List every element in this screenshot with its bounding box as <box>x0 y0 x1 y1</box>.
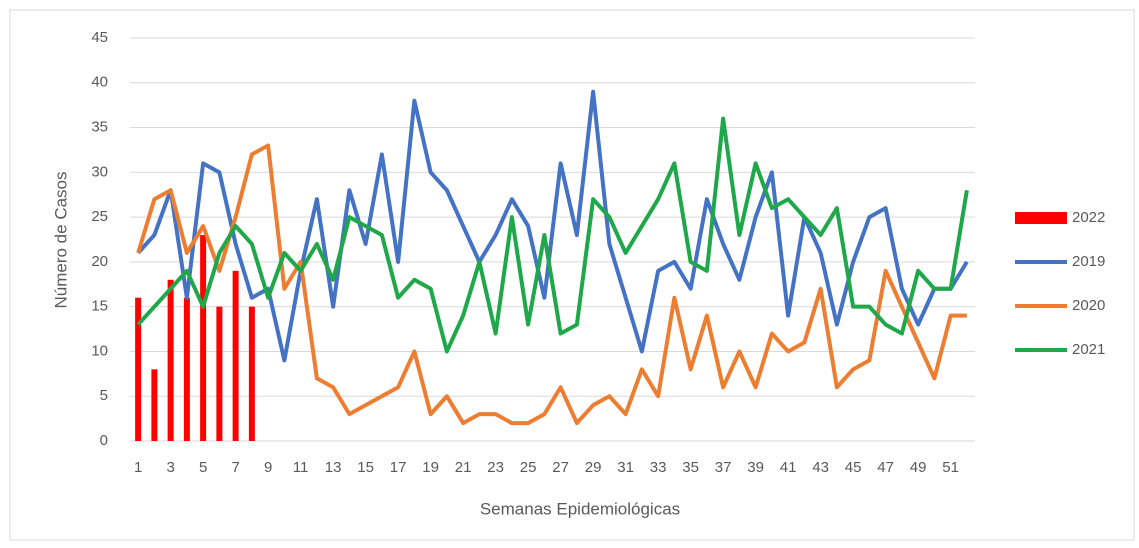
x-tick-label: 43 <box>812 459 829 476</box>
y-tick-label: 25 <box>91 208 108 225</box>
x-tick-label: 39 <box>747 459 764 476</box>
legend-label: 2021 <box>1072 341 1105 358</box>
x-tick-label: 25 <box>520 459 537 476</box>
x-axis-title: Semanas Epidemiológicas <box>480 499 680 518</box>
x-tick-label: 17 <box>390 459 407 476</box>
y-axis-title: Número de Casos <box>51 171 70 308</box>
legend-label: 2019 <box>1072 253 1105 270</box>
x-tick-label: 29 <box>585 459 602 476</box>
x-tick-label: 13 <box>325 459 342 476</box>
x-tick-label: 15 <box>357 459 374 476</box>
y-tick-label: 15 <box>91 298 108 315</box>
y-tick-label: 10 <box>91 342 108 359</box>
bar <box>216 306 223 441</box>
legend-swatch <box>1015 212 1067 224</box>
y-tick-label: 35 <box>91 119 108 136</box>
bar <box>200 235 207 441</box>
line-series <box>136 143 967 426</box>
bar <box>135 297 142 441</box>
legend-label: 2020 <box>1072 297 1105 314</box>
x-tick-label: 7 <box>231 459 239 476</box>
y-tick-label: 45 <box>91 29 108 46</box>
bar <box>151 369 158 441</box>
legend-label: 2022 <box>1072 209 1105 226</box>
y-tick-label: 0 <box>100 432 108 449</box>
x-tick-label: 33 <box>650 459 667 476</box>
bar <box>232 270 239 441</box>
bar <box>167 279 174 441</box>
x-tick-label: 35 <box>682 459 699 476</box>
x-tick-label: 27 <box>552 459 569 476</box>
x-tick-label: 23 <box>487 459 504 476</box>
x-tick-label: 31 <box>617 459 634 476</box>
x-tick-label: 45 <box>845 459 862 476</box>
y-tick-label: 20 <box>91 253 108 270</box>
bar <box>248 306 255 441</box>
y-tick-label: 5 <box>100 387 108 404</box>
x-tick-label: 3 <box>166 459 174 476</box>
x-tick-label: 21 <box>455 459 472 476</box>
x-tick-label: 41 <box>780 459 797 476</box>
x-tick-label: 9 <box>264 459 272 476</box>
x-tick-label: 11 <box>293 459 309 476</box>
chart-frame <box>9 9 1135 541</box>
x-tick-label: 49 <box>910 459 927 476</box>
y-tick-label: 30 <box>91 163 108 180</box>
x-tick-label: 1 <box>134 459 142 476</box>
x-tick-label: 47 <box>877 459 894 476</box>
y-tick-label: 40 <box>91 74 108 91</box>
x-tick-label: 37 <box>715 459 732 476</box>
line-series <box>136 116 969 354</box>
line-series <box>136 89 969 363</box>
x-tick-label: 5 <box>199 459 207 476</box>
bar <box>183 297 190 441</box>
x-tick-label: 51 <box>942 459 959 476</box>
x-tick-label: 19 <box>422 459 439 476</box>
